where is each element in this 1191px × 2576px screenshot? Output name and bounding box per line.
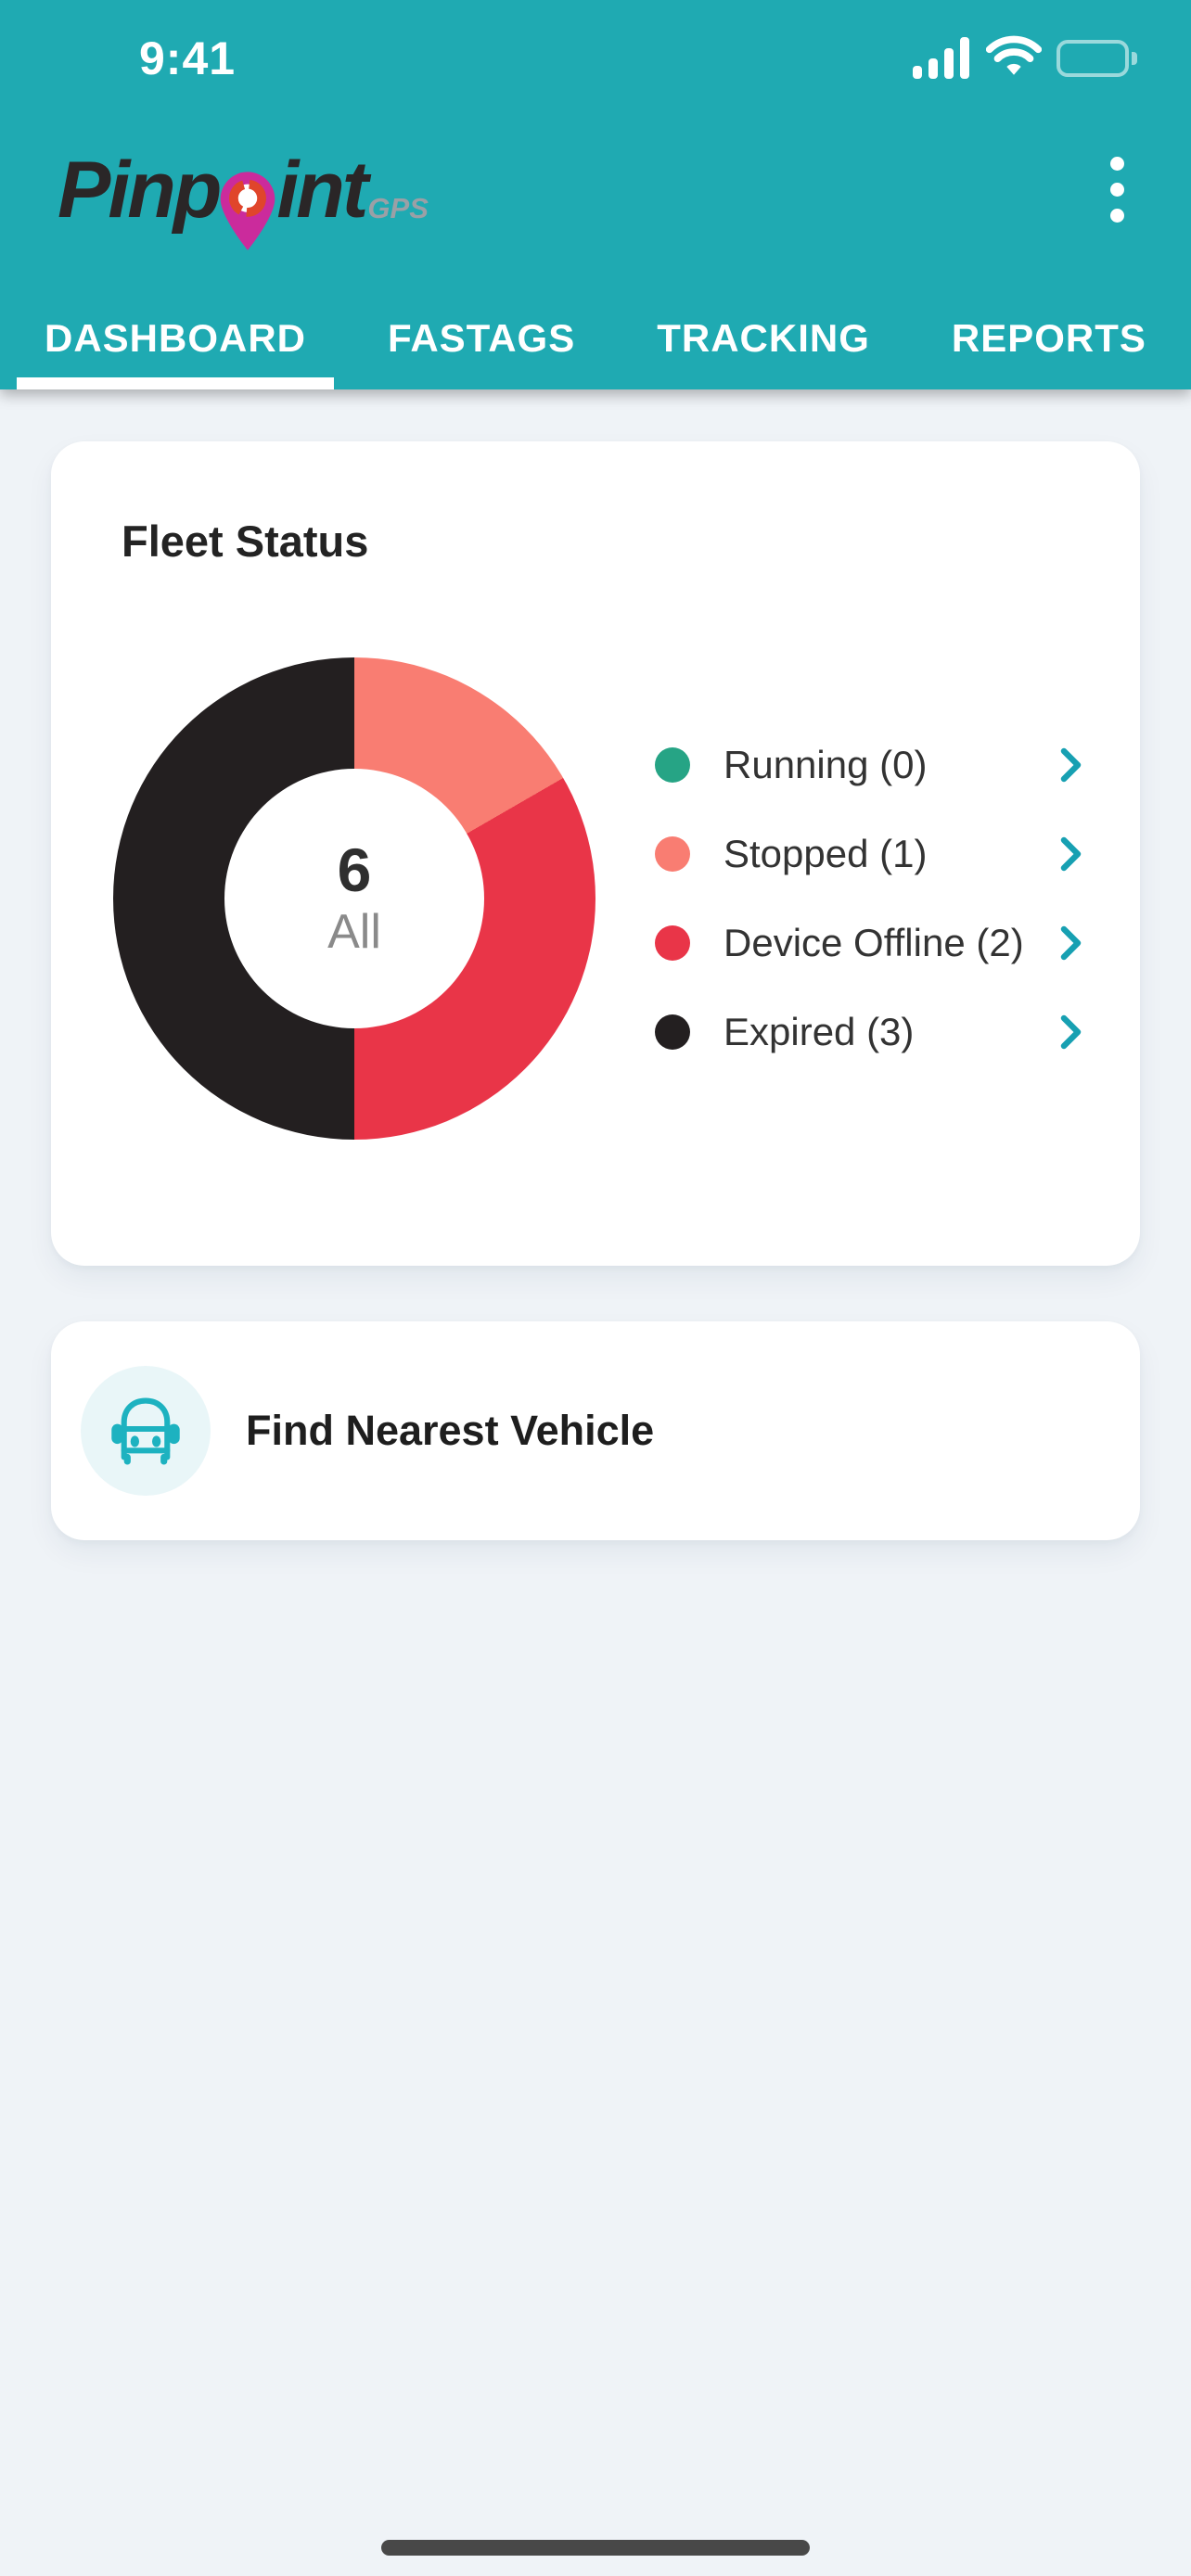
donut-center: 6 All	[224, 769, 484, 1028]
legend-item-device-offline[interactable]: Device Offline (2)	[655, 915, 1083, 971]
tab-dashboard[interactable]: DASHBOARD	[17, 287, 334, 389]
tab-tracking[interactable]: TRACKING	[657, 316, 870, 360]
donut-total-value: 6	[337, 835, 372, 904]
find-nearest-vehicle-card[interactable]: Find Nearest Vehicle	[51, 1321, 1140, 1540]
tab-fastags[interactable]: FASTAGS	[388, 316, 576, 360]
chevron-right-icon	[1059, 746, 1083, 784]
tab-bar: DASHBOARD FASTAGS TRACKING REPORTS M	[0, 287, 1191, 389]
donut-total-label: All	[327, 905, 381, 960]
fleet-legend: Running (0) Stopped (1) Device Offline (…	[655, 737, 1083, 1060]
battery-icon	[1057, 40, 1137, 77]
kebab-menu-icon	[1110, 156, 1124, 171]
brand-logo: Pinp int GPS	[58, 145, 429, 250]
legend-item-stopped[interactable]: Stopped (1)	[655, 826, 1083, 882]
legend-label-expired: Expired (3)	[724, 1010, 915, 1053]
fleet-status-card: Fleet Status 6 All Running (0)	[51, 441, 1140, 1266]
status-icons	[912, 34, 1137, 83]
legend-item-running[interactable]: Running (0)	[655, 737, 1083, 793]
legend-dot-device-offline	[655, 925, 690, 961]
legend-dot-stopped	[655, 836, 690, 872]
logo-suffix: GPS	[367, 191, 429, 224]
app-header: 9:41	[0, 0, 1191, 389]
legend-label-stopped: Stopped (1)	[724, 832, 928, 875]
logo-text-right: int	[276, 145, 368, 235]
map-pin-icon	[218, 169, 277, 259]
vehicle-badge	[81, 1366, 211, 1496]
tab-reports[interactable]: REPORTS	[951, 316, 1146, 360]
fleet-donut-chart: 6 All	[113, 657, 596, 1140]
car-icon	[106, 1389, 186, 1473]
status-time: 9:41	[139, 32, 237, 84]
main-content: Fleet Status 6 All Running (0)	[0, 389, 1191, 1540]
signal-icon	[912, 34, 971, 83]
fleet-chart-row: 6 All Running (0) Stopped (1)	[113, 657, 1140, 1140]
chevron-right-icon	[1059, 925, 1083, 962]
legend-dot-running	[655, 747, 690, 783]
wifi-icon	[985, 35, 1043, 83]
legend-item-expired[interactable]: Expired (3)	[655, 1004, 1083, 1060]
legend-label-device-offline: Device Offline (2)	[724, 921, 1024, 964]
kebab-menu-button[interactable]	[1097, 147, 1137, 232]
find-nearest-label: Find Nearest Vehicle	[246, 1407, 655, 1454]
fleet-status-title: Fleet Status	[122, 516, 369, 566]
logo-text-left: Pinp	[58, 145, 222, 235]
status-bar: 9:41	[0, 0, 1191, 104]
brand-row: Pinp int GPS	[0, 104, 1191, 287]
legend-dot-expired	[655, 1014, 690, 1050]
chevron-right-icon	[1059, 1014, 1083, 1051]
legend-label-running: Running (0)	[724, 743, 928, 786]
chevron-right-icon	[1059, 835, 1083, 873]
home-indicator[interactable]	[381, 2540, 810, 2556]
